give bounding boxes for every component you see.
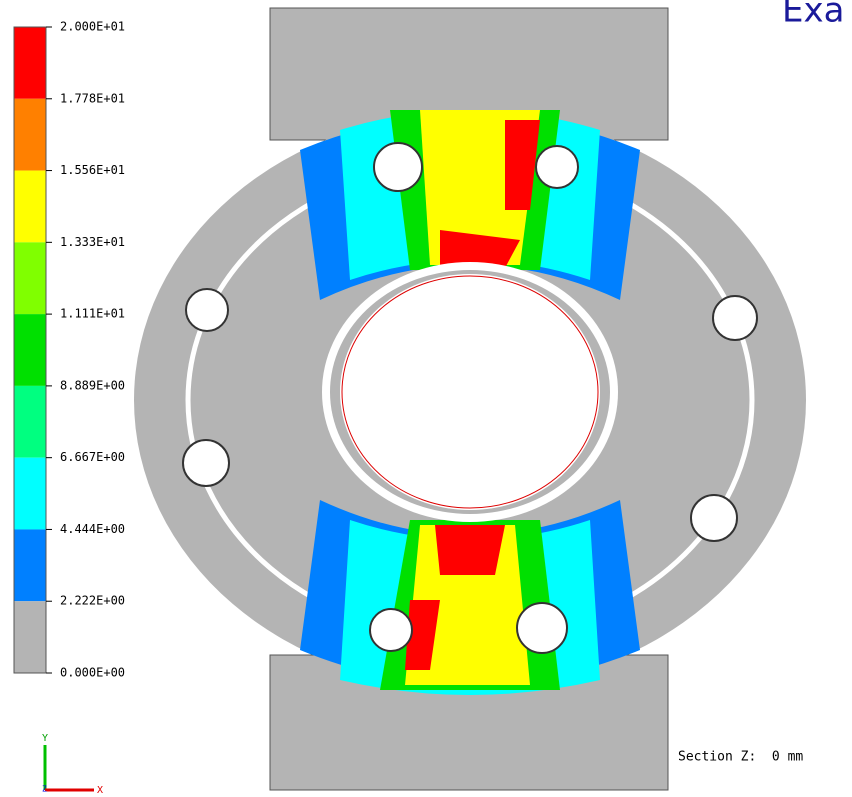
legend-swatch	[14, 529, 46, 602]
legend-swatch	[14, 27, 46, 99]
legend-label: 1.111E+01	[60, 307, 125, 321]
bolt-hole	[373, 142, 423, 192]
legend-swatch	[14, 242, 46, 315]
contour-yellow	[405, 525, 530, 685]
bolt-holes	[182, 142, 758, 654]
legend-label: 8.889E+00	[60, 378, 125, 392]
axis-z-label: Z	[42, 785, 47, 794]
bolt-hole	[712, 295, 758, 341]
bore-outline	[341, 275, 599, 509]
legend-label: 2.222E+00	[60, 594, 125, 608]
legend-swatch	[14, 457, 46, 530]
legend-swatch	[14, 314, 46, 386]
title: Exa	[782, 0, 844, 31]
legend-swatch	[14, 601, 46, 673]
bolt-hole	[185, 288, 229, 332]
legend-label: 1.333E+01	[60, 235, 125, 249]
bolt-hole	[535, 145, 579, 189]
bolt-hole	[690, 494, 738, 542]
legend-frame	[13, 26, 47, 674]
bolt-hole	[369, 608, 413, 652]
legend-swatch	[14, 170, 46, 243]
contour-red	[405, 525, 505, 670]
axis-y-label: Y	[42, 733, 48, 744]
legend-label: 1.778E+01	[60, 91, 125, 105]
legend-swatch	[14, 98, 46, 171]
legend-label: 1.556E+01	[60, 163, 125, 177]
legend: 2.000E+01 1.778E+01 1.556E+01 1.333E+01 1.11…	[13, 20, 125, 680]
section-label: Section Z: 0 mm	[678, 750, 803, 765]
legend-label: 4.444E+00	[60, 522, 125, 536]
bolt-hole	[182, 439, 230, 487]
legend-label: 2.000E+01	[60, 20, 125, 34]
legend-swatch	[14, 385, 46, 458]
legend-label: 6.667E+00	[60, 450, 125, 464]
bolt-hole	[516, 602, 568, 654]
bore	[340, 274, 600, 510]
legend-label: 0.000E+00	[60, 666, 125, 680]
axis-x-label: X	[97, 785, 103, 796]
contour-red	[440, 120, 540, 268]
